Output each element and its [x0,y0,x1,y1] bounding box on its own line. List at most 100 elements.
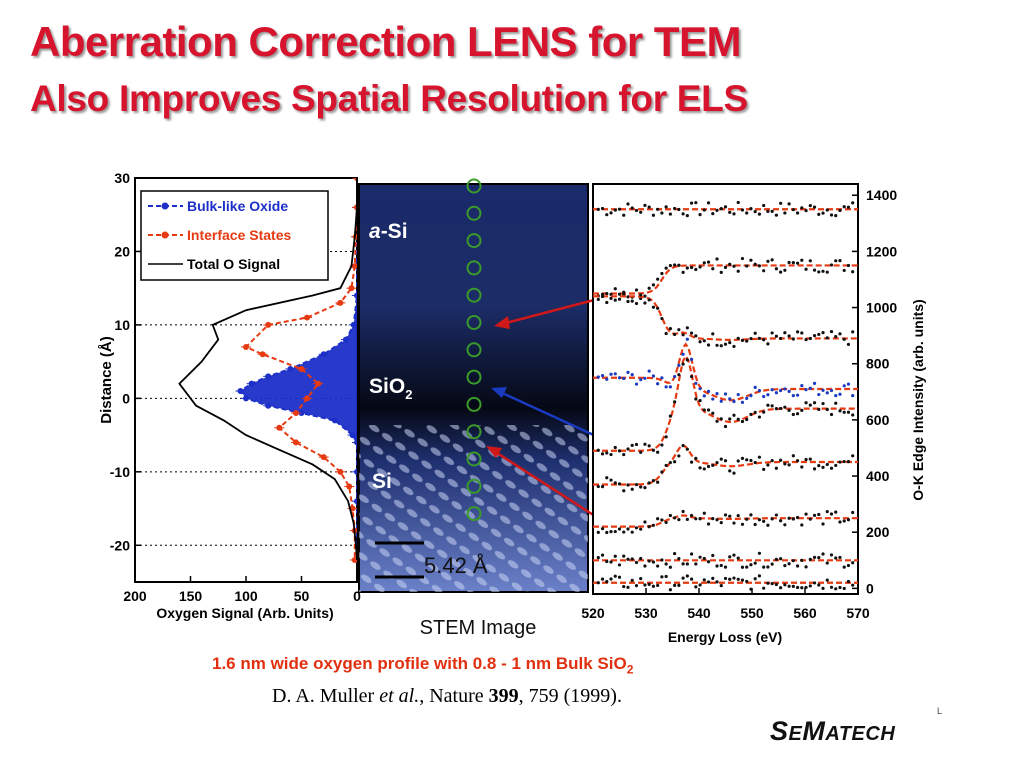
eels-data-point [774,334,778,338]
eels-data-point [736,577,740,581]
eels-data-point [719,270,723,274]
eels-data-point [656,450,660,454]
eels-data-point [647,298,651,302]
eels-data-point [656,306,660,310]
eels-data-point [808,517,812,521]
eels-data-point [779,388,783,393]
eels-data-point [677,373,681,377]
left-y-tick-label: 10 [114,317,130,333]
bulk-oxide-point [265,373,272,380]
eels-data-point [634,560,639,565]
eels-data-point [719,563,723,568]
eels-data-point [673,374,677,379]
eels-data-point [757,212,762,216]
eels-data-point [647,582,651,586]
eels-data-point [702,556,706,561]
eels-data-point [812,467,817,471]
eels-data-point [834,393,838,398]
eels-data-point [622,376,626,381]
eels-data-point [694,517,698,521]
eels-data-point [728,555,732,559]
eels-data-point [766,565,770,569]
eels-data-point [812,401,817,405]
eels-data-point [647,525,651,529]
eels-data-point [762,338,766,342]
eels-data-point [817,583,821,587]
left-y-axis-label: Distance (Å) [98,336,115,424]
eels-data-point [660,443,664,447]
eels-data-point [812,268,817,272]
eels-data-point [774,582,778,587]
eels-data-point [745,565,749,569]
interface-states-point [337,299,344,306]
eels-data-point [719,344,723,348]
eels-data-point [728,210,732,214]
eels-data-point [639,485,643,489]
eels-data-point [634,208,639,213]
eels-data-point [656,583,660,588]
eels-data-point [795,393,800,397]
probe-circle [466,396,482,412]
eels-data-point [660,518,664,522]
eels-data-point [600,294,605,299]
bulk-oxide-point [350,321,357,328]
eels-data-point [639,576,643,581]
eels-data-point [757,455,762,459]
eels-data-point [804,267,808,271]
eels-data-point [651,448,656,452]
eels-data-point [613,481,617,485]
bulk-oxide-point [287,365,294,372]
eels-data-point [846,460,851,464]
eels-data-point [766,403,770,407]
eels-data-point [740,565,745,569]
eels-data-point [762,203,766,208]
eels-data-point [634,442,639,447]
eels-data-point [656,277,660,281]
eels-data-point [825,336,829,340]
eels-data-point [681,352,685,356]
eels-data-point [851,583,855,587]
eels-data-point [673,551,677,556]
eels-data-point [762,269,766,273]
eels-fit-line [593,342,858,402]
eels-data-point [664,463,668,468]
eels-data-point [829,263,834,267]
legend-interface-label: Interface States [187,227,291,243]
right-y-tick-label: 600 [866,412,890,428]
eels-data-point [842,384,846,388]
eels-data-point [622,489,626,493]
eels-data-point [817,463,821,468]
eels-data-point [851,454,855,458]
eels-data-point [728,514,732,518]
eels-data-point [617,376,622,380]
eels-data-point [842,519,846,523]
arrow-middle-head [491,387,507,398]
eels-data-point [783,523,787,527]
eels-data-point [706,580,711,584]
eels-data-point [660,558,664,562]
probe-circle [466,369,482,385]
eels-data-point [613,574,617,578]
eels-data-point [702,578,706,582]
eels-data-point [728,262,732,266]
eels-data-point [596,581,600,585]
eels-data-point [834,556,838,560]
eels-data-point [753,262,757,266]
eels-data-point [753,410,757,414]
eels-data-point [736,556,740,560]
eels-data-point [609,296,613,300]
eels-data-point [757,264,762,268]
eels-data-point [846,410,851,414]
eels-data-point [821,465,825,469]
eels-data-point [677,363,681,367]
eels-data-point [838,555,842,560]
eels-data-point [643,203,647,207]
eels-data-point [694,456,698,460]
eels-data-point [821,522,825,526]
eels-data-point [605,300,609,305]
eels-data-point [783,268,787,272]
eels-data-point [732,264,736,268]
eels-data-point [817,512,821,517]
eels-data-point [740,208,745,212]
eels-data-point [723,392,728,396]
